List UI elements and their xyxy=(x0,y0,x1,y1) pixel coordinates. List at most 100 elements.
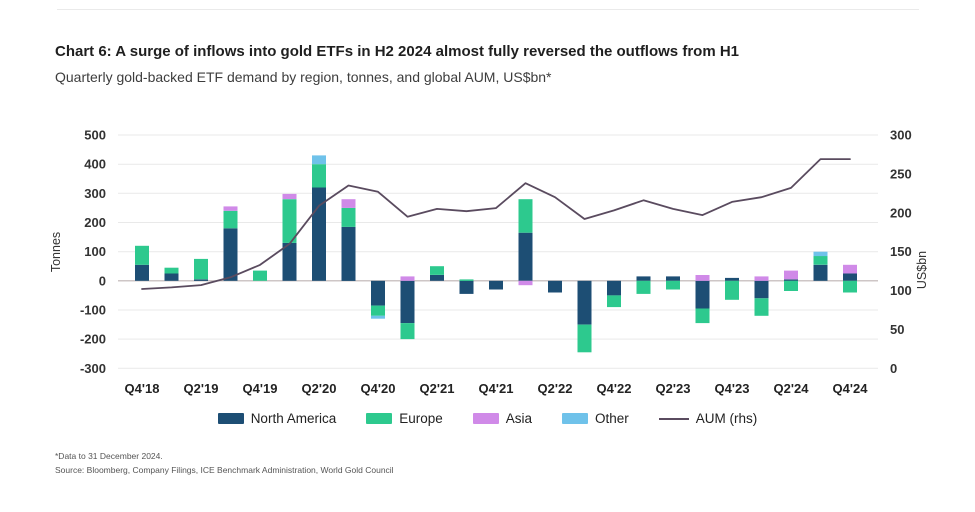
top-divider xyxy=(57,9,919,10)
bar-segment xyxy=(813,251,828,257)
x-axis-label: Q2'20 xyxy=(302,381,337,396)
bar-segment xyxy=(489,280,503,290)
bar-segment xyxy=(459,280,474,294)
bar-segment xyxy=(784,280,798,291)
bar-segment xyxy=(282,199,297,243)
x-axis-label: Q4'23 xyxy=(715,381,750,396)
bar-segment xyxy=(754,280,769,299)
bar-segment xyxy=(725,280,739,300)
bar-segment xyxy=(253,270,267,281)
left-axis-tick-label: 100 xyxy=(84,244,106,259)
bar-segment xyxy=(400,276,415,281)
bar-segment xyxy=(843,280,857,293)
left-axis-tick-label: 400 xyxy=(84,157,106,172)
x-axis-label: Q2'24 xyxy=(774,381,810,396)
legend-item-other: Other xyxy=(562,411,629,426)
bar-segment xyxy=(341,207,356,227)
bar-segment xyxy=(636,276,651,281)
left-axis-tick-label: -100 xyxy=(80,303,106,318)
chart-legend: North America Europe Asia Other AUM (rhs) xyxy=(0,411,975,426)
legend-label: Asia xyxy=(505,411,533,426)
left-axis-tick-label: 300 xyxy=(84,186,106,201)
bar-segment xyxy=(577,280,592,325)
x-axis-label: Q4'18 xyxy=(125,381,160,396)
legend-swatch xyxy=(472,413,499,424)
bar-segment xyxy=(666,280,680,290)
footnote-source: Source: Bloomberg, Company Filings, ICE … xyxy=(55,465,394,475)
right-axis-tick-label: 250 xyxy=(890,166,912,181)
bar-segment xyxy=(341,226,356,281)
bar-segment xyxy=(341,199,356,208)
left-axis-tick-label: -200 xyxy=(80,332,106,347)
bar-segment xyxy=(843,273,857,281)
bar-segment xyxy=(400,323,415,340)
legend-label: Other xyxy=(595,411,629,426)
footnote-data-date: *Data to 31 December 2024. xyxy=(55,451,163,461)
bar-segment xyxy=(695,275,710,281)
right-axis-tick-label: 50 xyxy=(890,322,904,337)
bar-segment xyxy=(725,277,739,281)
bar-segment xyxy=(813,264,828,281)
bar-segment xyxy=(695,280,710,309)
bar-segment xyxy=(577,324,592,353)
x-axis-label: Q4'19 xyxy=(243,381,278,396)
bar-segment xyxy=(636,280,651,294)
chart-title: Chart 6: A surge of inflows into gold ET… xyxy=(55,43,739,60)
right-axis-title: US$bn xyxy=(915,251,929,289)
legend-swatch xyxy=(366,413,393,424)
bar-segment xyxy=(754,276,769,281)
bar-segment xyxy=(607,280,621,296)
bar-segment xyxy=(135,264,149,281)
legend-label: AUM (rhs) xyxy=(695,411,758,426)
x-axis-label: Q4'20 xyxy=(361,381,396,396)
bar-segment xyxy=(371,315,385,319)
x-axis-label: Q2'22 xyxy=(538,381,573,396)
legend-item-europe: Europe xyxy=(366,411,443,426)
bar-segment xyxy=(548,280,562,293)
bar-segment xyxy=(223,206,238,211)
legend-label: Europe xyxy=(399,411,443,426)
chart-subtitle: Quarterly gold-backed ETF demand by regi… xyxy=(55,69,552,85)
bar-segment xyxy=(223,228,238,281)
bar-segment xyxy=(695,308,710,324)
x-axis-label: Q2'19 xyxy=(184,381,219,396)
bar-segment xyxy=(784,270,798,280)
bar-segment xyxy=(754,298,769,316)
bar-segment xyxy=(813,256,828,265)
bar-segment xyxy=(135,245,149,265)
left-axis-tick-label: 0 xyxy=(99,273,106,288)
aum-line xyxy=(141,158,851,290)
bar-segment xyxy=(164,267,179,274)
legend-item-asia: Asia xyxy=(472,411,533,426)
etf-demand-chart: 5004003002001000-100-200-300300250200150… xyxy=(49,128,929,397)
legend-label: North America xyxy=(250,411,337,426)
x-axis-label: Q4'24 xyxy=(833,381,869,396)
bar-segment xyxy=(282,193,297,200)
bar-segment xyxy=(400,280,415,324)
bar-segment xyxy=(607,295,621,308)
bar-segment xyxy=(459,279,474,281)
legend-swatch xyxy=(562,413,589,424)
bar-segment xyxy=(194,279,208,281)
legend-item-north-america: North America xyxy=(217,411,337,426)
right-axis-tick-label: 0 xyxy=(890,361,897,376)
left-axis-tick-label: -300 xyxy=(80,361,106,376)
bar-segment xyxy=(666,276,680,281)
legend-item-aum-rhs: AUM (rhs) xyxy=(658,411,758,426)
right-axis-tick-label: 150 xyxy=(890,244,912,259)
left-axis-tick-label: 200 xyxy=(84,215,106,230)
bar-segment xyxy=(784,279,798,281)
x-axis-label: Q4'21 xyxy=(479,381,514,396)
right-axis-tick-label: 200 xyxy=(890,205,912,220)
left-axis-title: Tonnes xyxy=(49,232,63,272)
bar-segment xyxy=(371,280,385,306)
bar-segment xyxy=(194,258,208,280)
legend-line-sample xyxy=(658,417,689,420)
x-axis-label: Q2'23 xyxy=(656,381,691,396)
x-axis-label: Q4'22 xyxy=(597,381,632,396)
bar-segment xyxy=(371,305,385,316)
bar-segment xyxy=(312,155,326,165)
bar-segment xyxy=(843,264,857,274)
right-axis-tick-label: 300 xyxy=(890,128,912,143)
bar-segment xyxy=(518,199,533,233)
